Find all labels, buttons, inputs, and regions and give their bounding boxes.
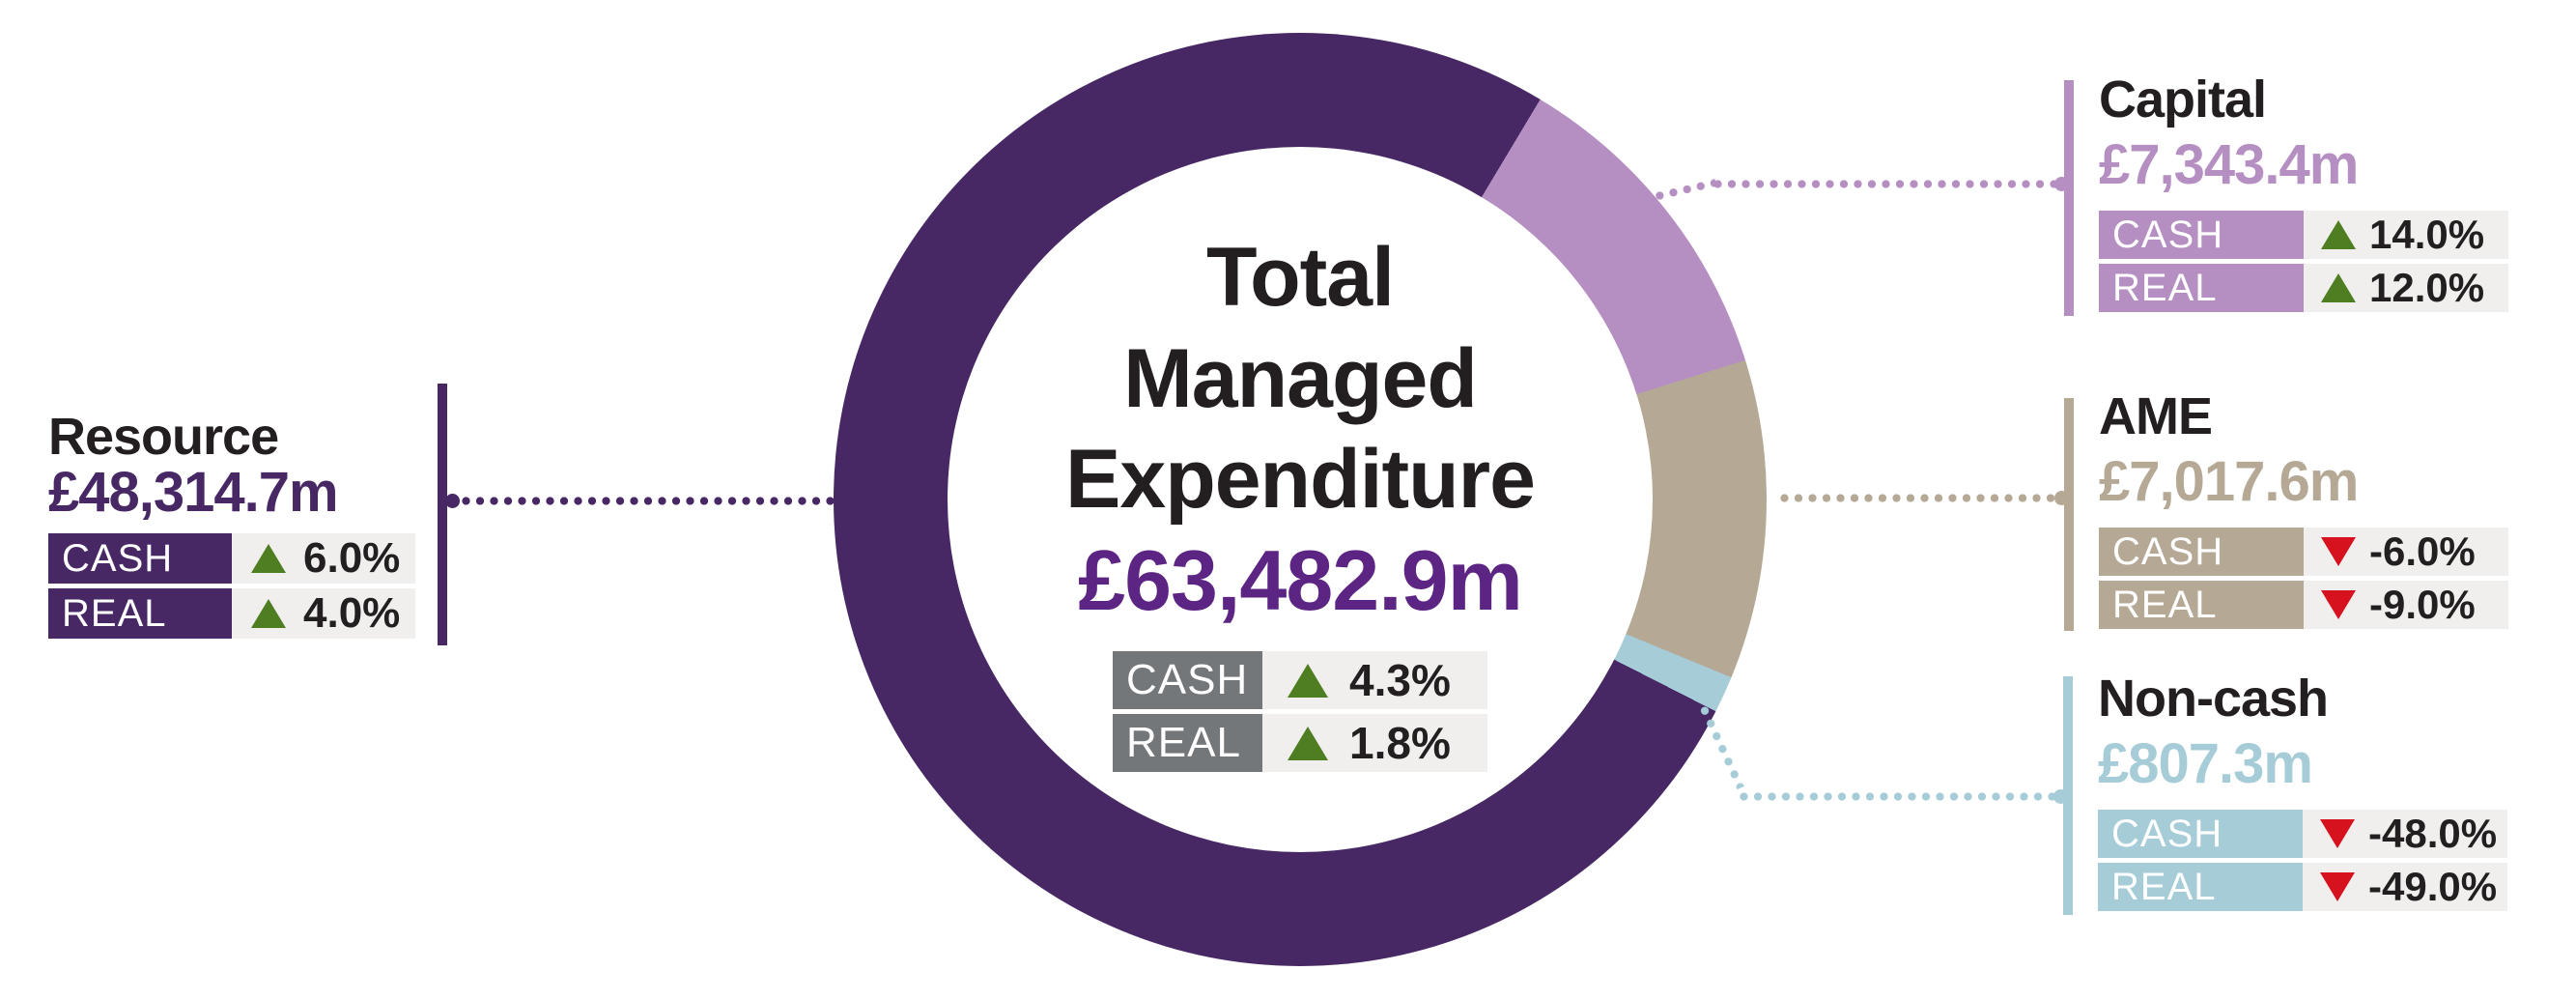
non-cash-leader-line-diagonal [1692,692,1745,790]
non-cash-leader-dot [2053,789,2068,804]
resource-leader-line [462,497,834,505]
callout-resource: Resource £48,314.7m CASH 6.0% REAL 4.0% [48,410,430,639]
real-change: 4.0% [303,589,401,637]
trend-up-icon [251,599,286,628]
ame-accent-bar [2064,398,2074,631]
trend-up-icon [2321,273,2356,302]
real-value: 4.0% [232,588,415,639]
trend-down-icon [2320,872,2355,901]
cash-value: 14.0% [2304,211,2508,259]
capital-leader-line-diagonal [1654,178,1717,201]
chart-title-line: Total [1205,230,1395,324]
trend-up-icon [1288,663,1328,698]
capital-accent-bar [2064,80,2074,316]
callout-capital: Capital £7,343.4m CASH 14.0% REAL 12.0% [2099,71,2508,312]
segment-change-table: CASH -6.0% REAL -9.0% [2099,528,2508,629]
capital-leader-dot [2054,177,2069,191]
cash-change: 14.0% [2369,212,2485,257]
callout-ame: AME £7,017.6m CASH -6.0% REAL -9.0% [2099,388,2508,629]
real-row: REAL 4.0% [48,588,430,639]
real-row: REAL -49.0% [2098,863,2507,911]
trend-down-icon [2320,819,2355,848]
cash-change: -48.0% [2368,811,2498,856]
trend-up-icon [1288,726,1328,760]
cash-label: CASH [2099,528,2304,576]
trend-down-icon [2321,537,2356,566]
segment-change-table: CASH 6.0% REAL 4.0% [48,533,430,639]
real-row: REAL 12.0% [2099,264,2508,312]
real-change: -49.0% [2368,864,2498,909]
cash-row: CASH -6.0% [2099,528,2508,576]
total-real-change: 1.8% [1349,718,1451,769]
chart-title-line: Expenditure [1065,433,1536,527]
segment-value: £7,017.6m [2099,450,2359,513]
non-cash-leader-line [1740,792,2062,801]
segment-title: AME [2099,387,2213,445]
chart-title-line: Managed [1123,331,1478,425]
total-real-row: REAL 1.8% [1113,714,1487,773]
cash-label: CASH [2099,211,2304,259]
capital-leader-line [1713,180,2062,188]
real-label: REAL [1113,714,1262,773]
donut-center: Total Managed Expenditure £63,482.9m CAS… [948,147,1653,852]
cash-label: CASH [2098,810,2303,858]
trend-down-icon [2321,590,2356,619]
real-value: 12.0% [2304,264,2508,312]
total-value: £63,482.9m [1078,532,1523,629]
real-row: REAL -9.0% [2099,581,2508,629]
total-change-table: CASH 4.3% REAL 1.8% [1113,651,1487,773]
resource-leader-dot [445,494,460,508]
real-change: -9.0% [2369,582,2476,627]
chart-title: Total Managed Expenditure [1065,227,1536,531]
real-label: REAL [2098,863,2303,911]
cash-change: 6.0% [303,534,401,582]
segment-change-table: CASH 14.0% REAL 12.0% [2099,211,2508,312]
cash-row: CASH 6.0% [48,533,430,584]
ame-leader-dot [2054,491,2069,505]
cash-label: CASH [48,533,232,584]
trend-up-icon [2321,220,2356,249]
resource-accent-bar [438,384,447,645]
cash-value: 6.0% [232,533,415,584]
cash-row: CASH 14.0% [2099,211,2508,259]
callout-non-cash: Non-cash £807.3m CASH -48.0% REAL -49.0% [2098,671,2507,911]
segment-value: £7,343.4m [2099,133,2359,196]
total-cash-change: 4.3% [1349,655,1451,706]
segment-value: £807.3m [2098,732,2313,795]
real-label: REAL [2099,264,2304,312]
segment-change-table: CASH -48.0% REAL -49.0% [2098,810,2507,911]
segment-title: Non-cash [2098,670,2329,728]
ame-leader-line [1780,494,2062,502]
non-cash-accent-bar [2063,676,2073,915]
total-cash-value: 4.3% [1262,651,1487,710]
cash-label: CASH [1113,651,1262,710]
total-real-value: 1.8% [1262,714,1487,773]
real-change: 12.0% [2369,265,2485,310]
real-label: REAL [48,588,232,639]
cash-value: -6.0% [2304,528,2508,576]
segment-title: Capital [2099,71,2267,128]
segment-title: Resource [48,408,279,466]
real-label: REAL [2099,581,2304,629]
real-value: -9.0% [2304,581,2508,629]
donut-chart: Total Managed Expenditure £63,482.9m CAS… [834,33,1767,966]
trend-up-icon [251,544,286,573]
segment-value: £48,314.7m [48,461,339,524]
cash-change: -6.0% [2369,528,2476,574]
real-value: -49.0% [2303,863,2507,911]
cash-row: CASH -48.0% [2098,810,2507,858]
cash-value: -48.0% [2303,810,2507,858]
total-cash-row: CASH 4.3% [1113,651,1487,710]
